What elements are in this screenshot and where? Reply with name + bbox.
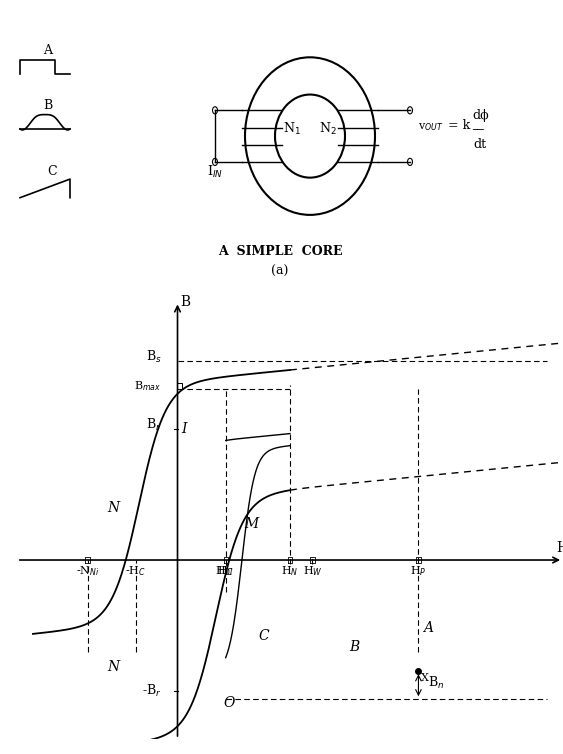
Text: N$_1$: N$_1$ [283,121,301,137]
Text: I$_{IN}$: I$_{IN}$ [207,164,223,180]
Text: O: O [223,696,235,710]
Text: H$_C$: H$_C$ [217,564,234,578]
Text: -B$_r$: -B$_r$ [142,683,162,699]
Text: H$_N$: H$_N$ [282,564,298,578]
Text: N$_2$: N$_2$ [319,121,337,137]
Text: C: C [259,629,270,642]
Text: M: M [244,517,258,532]
Text: B: B [43,99,52,112]
Text: A  SIMPLE  CORE: A SIMPLE CORE [218,245,342,258]
Text: ──: ── [472,126,484,135]
Text: -N$_{Ni}$: -N$_{Ni}$ [76,564,99,578]
Text: H$_{0I}$: H$_{0I}$ [215,564,234,578]
Text: B: B [349,640,359,654]
Text: B: B [181,295,191,308]
Text: (a): (a) [271,265,289,278]
Ellipse shape [275,94,345,178]
Text: H$_W$: H$_W$ [302,564,322,578]
Text: N: N [107,501,119,515]
Text: dt: dt [473,137,486,151]
Text: H: H [557,541,563,555]
Text: dϕ: dϕ [472,109,489,122]
Text: = k: = k [448,119,470,132]
Text: v$_{OUT}$: v$_{OUT}$ [418,121,444,133]
Text: B$_r$: B$_r$ [146,417,162,433]
Text: B$_{max}$: B$_{max}$ [134,379,162,393]
Text: -H$_C$: -H$_C$ [126,564,146,578]
Text: I: I [181,421,187,436]
Text: C: C [47,165,57,178]
Text: B$_n$: B$_n$ [428,676,444,691]
Text: X: X [421,673,429,683]
Text: H$_P$: H$_P$ [410,564,427,578]
Text: B$_s$: B$_s$ [146,349,162,366]
Text: A: A [43,44,52,57]
Text: A: A [423,621,433,635]
Text: N: N [107,661,119,674]
